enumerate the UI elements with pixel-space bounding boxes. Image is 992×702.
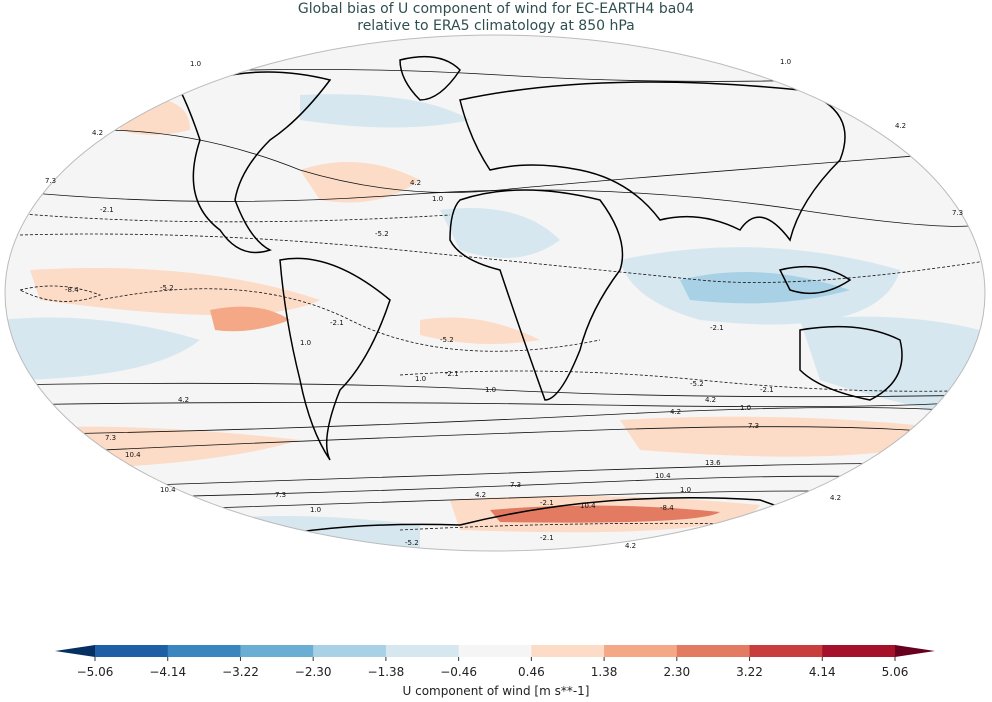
contour-label: -2.1 bbox=[540, 499, 554, 507]
contour-label: 10.4 bbox=[655, 472, 671, 480]
colorbar-tick-label: −2.30 bbox=[294, 665, 332, 679]
contour-label: 1.0 bbox=[415, 375, 426, 383]
colorbar-swatch bbox=[604, 645, 678, 657]
colorbar-swatch bbox=[676, 645, 751, 657]
contour-label: 10.4 bbox=[125, 451, 141, 459]
colorbar-swatch bbox=[313, 645, 387, 657]
contour-label: 7.3 bbox=[105, 434, 116, 442]
contour-label: 7.3 bbox=[510, 481, 521, 489]
colorbar-swatch bbox=[822, 645, 896, 657]
contour-label: -5.2 bbox=[405, 539, 419, 547]
contour-label: 1.0 bbox=[310, 506, 321, 514]
contour-label: 4.2 bbox=[830, 494, 841, 502]
colorbar-swatch bbox=[458, 645, 532, 657]
map-border bbox=[4, 34, 986, 552]
contour-label: 4.2 bbox=[178, 396, 189, 404]
contour-label: 1.0 bbox=[485, 386, 496, 394]
contour-label: -2.1 bbox=[330, 319, 344, 327]
colorbar-tick-label: 1.38 bbox=[590, 665, 618, 679]
contour-label: 10.4 bbox=[160, 486, 176, 494]
contour-label: 4.2 bbox=[670, 408, 681, 416]
contour-label: -2.1 bbox=[710, 324, 724, 332]
contour-label: 4.2 bbox=[410, 179, 421, 187]
colorbar-label: U component of wind [m s**-1] bbox=[402, 684, 590, 698]
colorbar-swatch bbox=[167, 645, 241, 657]
contour-label: 4.2 bbox=[895, 122, 906, 130]
colorbar bbox=[55, 645, 935, 661]
contour-label: 1.0 bbox=[740, 404, 751, 412]
title-line-2: relative to ERA5 climatology at 850 hPa bbox=[357, 18, 635, 34]
contour-label: -2.1 bbox=[100, 206, 114, 214]
contour-label: -5.2 bbox=[690, 380, 704, 388]
contour-label: 1.0 bbox=[300, 339, 311, 347]
colorbar-swatch bbox=[95, 645, 169, 657]
contour-label: 7.3 bbox=[275, 491, 286, 499]
contour-label: -2.1 bbox=[540, 534, 554, 542]
contour-label: 7.3 bbox=[952, 209, 963, 217]
colorbar-tick-label: −5.06 bbox=[76, 665, 114, 679]
contour-label: 1.0 bbox=[780, 58, 791, 66]
colorbar-tick-label: −0.46 bbox=[440, 665, 478, 679]
chart-title: Global bias of U component of wind for E… bbox=[0, 1, 992, 35]
colorbar-tick-label: −4.14 bbox=[149, 665, 187, 679]
contour-label: 7.3 bbox=[45, 177, 56, 185]
contour-labels: 1.0 4.2 7.3 4.2 1.0 -2.1 -5.2 -8.4 -5.2 -2.1 1.0 -5… bbox=[45, 58, 963, 550]
coastlines bbox=[178, 55, 903, 551]
contour-label: 4.2 bbox=[92, 129, 103, 137]
contour-label: -5.2 bbox=[375, 230, 389, 238]
contour-label: 13.6 bbox=[705, 459, 721, 467]
contour-label: -8.4 bbox=[65, 286, 79, 294]
title-line-1: Global bias of U component of wind for E… bbox=[297, 1, 695, 17]
contour-label: 1.0 bbox=[432, 195, 443, 203]
contour-label: 1.0 bbox=[190, 60, 201, 68]
contour-label: 4.2 bbox=[475, 491, 486, 499]
contour-label: -8.4 bbox=[660, 504, 674, 512]
contour-label: 10.4 bbox=[580, 502, 596, 510]
colorbar-extend-low bbox=[55, 645, 95, 657]
colorbar-tick-label: 5.06 bbox=[881, 665, 909, 679]
colorbar-swatch bbox=[240, 645, 314, 657]
colorbar-tick-label: −3.22 bbox=[222, 665, 259, 679]
contour-label: -2.1 bbox=[445, 370, 459, 378]
contour-label: -5.2 bbox=[160, 284, 174, 292]
contour-label: -2.1 bbox=[760, 386, 774, 394]
colorbar-extend-high bbox=[895, 645, 935, 657]
colorbar-tick-label: 3.22 bbox=[736, 665, 763, 679]
colorbar-swatch bbox=[749, 645, 823, 657]
colorbar-swatch bbox=[531, 645, 605, 657]
colorbar-tick-label: 2.30 bbox=[663, 665, 691, 679]
colorbar-tick-label: −1.38 bbox=[367, 665, 405, 679]
colorbar-tick-label: 0.46 bbox=[518, 665, 545, 679]
bias-map: 1.0 4.2 7.3 4.2 1.0 -2.1 -5.2 -8.4 -5.2 -2.1 1.0 -5… bbox=[4, 34, 986, 552]
colorbar-tick-label: 4.14 bbox=[808, 665, 836, 679]
contour-label: 4.2 bbox=[705, 396, 716, 404]
contour-label: 4.2 bbox=[625, 542, 636, 550]
contour-label: 7.3 bbox=[748, 422, 759, 430]
contour-label: 1.0 bbox=[680, 486, 691, 494]
contour-label: -5.2 bbox=[440, 336, 454, 344]
colorbar-swatch bbox=[385, 645, 460, 657]
